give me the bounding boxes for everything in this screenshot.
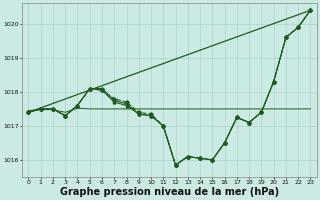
X-axis label: Graphe pression niveau de la mer (hPa): Graphe pression niveau de la mer (hPa) — [60, 187, 279, 197]
